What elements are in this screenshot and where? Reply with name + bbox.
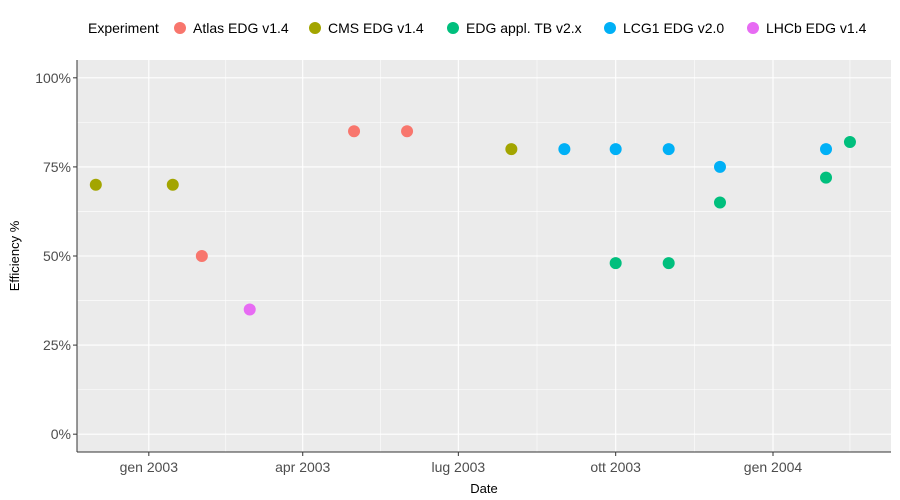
y-tick-label: 100% <box>35 70 71 86</box>
data-point <box>843 135 856 148</box>
data-point <box>401 125 414 138</box>
data-point <box>89 178 102 191</box>
x-tick-label: ott 2003 <box>590 459 641 475</box>
data-point <box>558 143 571 156</box>
legend-label: Atlas EDG v1.4 <box>193 20 289 36</box>
x-tick-label: lug 2003 <box>431 459 485 475</box>
x-tick-label: gen 2003 <box>120 459 179 475</box>
legend-key <box>447 22 459 34</box>
y-tick-label: 75% <box>43 159 71 175</box>
data-point <box>609 257 622 270</box>
y-tick-label: 0% <box>51 426 71 442</box>
data-point <box>505 143 518 156</box>
y-tick-label: 25% <box>43 337 71 353</box>
data-point <box>713 196 726 209</box>
y-axis-title: Efficiency % <box>7 220 22 291</box>
legend: Experiment Atlas EDG v1.4 CMS EDG v1.4 EDG… <box>88 20 867 36</box>
x-tick-label: apr 2003 <box>275 459 330 475</box>
data-point <box>713 160 726 173</box>
legend-key <box>309 22 321 34</box>
data-point <box>820 143 833 156</box>
data-point <box>166 178 179 191</box>
data-point <box>348 125 361 138</box>
x-axis-title: Date <box>470 481 497 496</box>
x-tick-label: gen 2004 <box>744 459 803 475</box>
data-point <box>609 143 622 156</box>
legend-title: Experiment <box>88 20 159 36</box>
data-point <box>195 250 208 262</box>
legend-label: CMS EDG v1.4 <box>328 20 424 36</box>
data-point <box>662 143 675 156</box>
legend-label: LHCb EDG v1.4 <box>766 20 867 36</box>
legend-key <box>604 22 616 34</box>
legend-label: EDG appl. TB v2.x <box>466 20 582 36</box>
data-point <box>662 257 675 270</box>
legend-label: LCG1 EDG v2.0 <box>623 20 724 36</box>
data-point <box>243 303 256 316</box>
legend-key <box>174 22 186 34</box>
y-tick-label: 50% <box>43 248 71 264</box>
legend-key <box>747 22 759 34</box>
data-point <box>820 171 833 184</box>
